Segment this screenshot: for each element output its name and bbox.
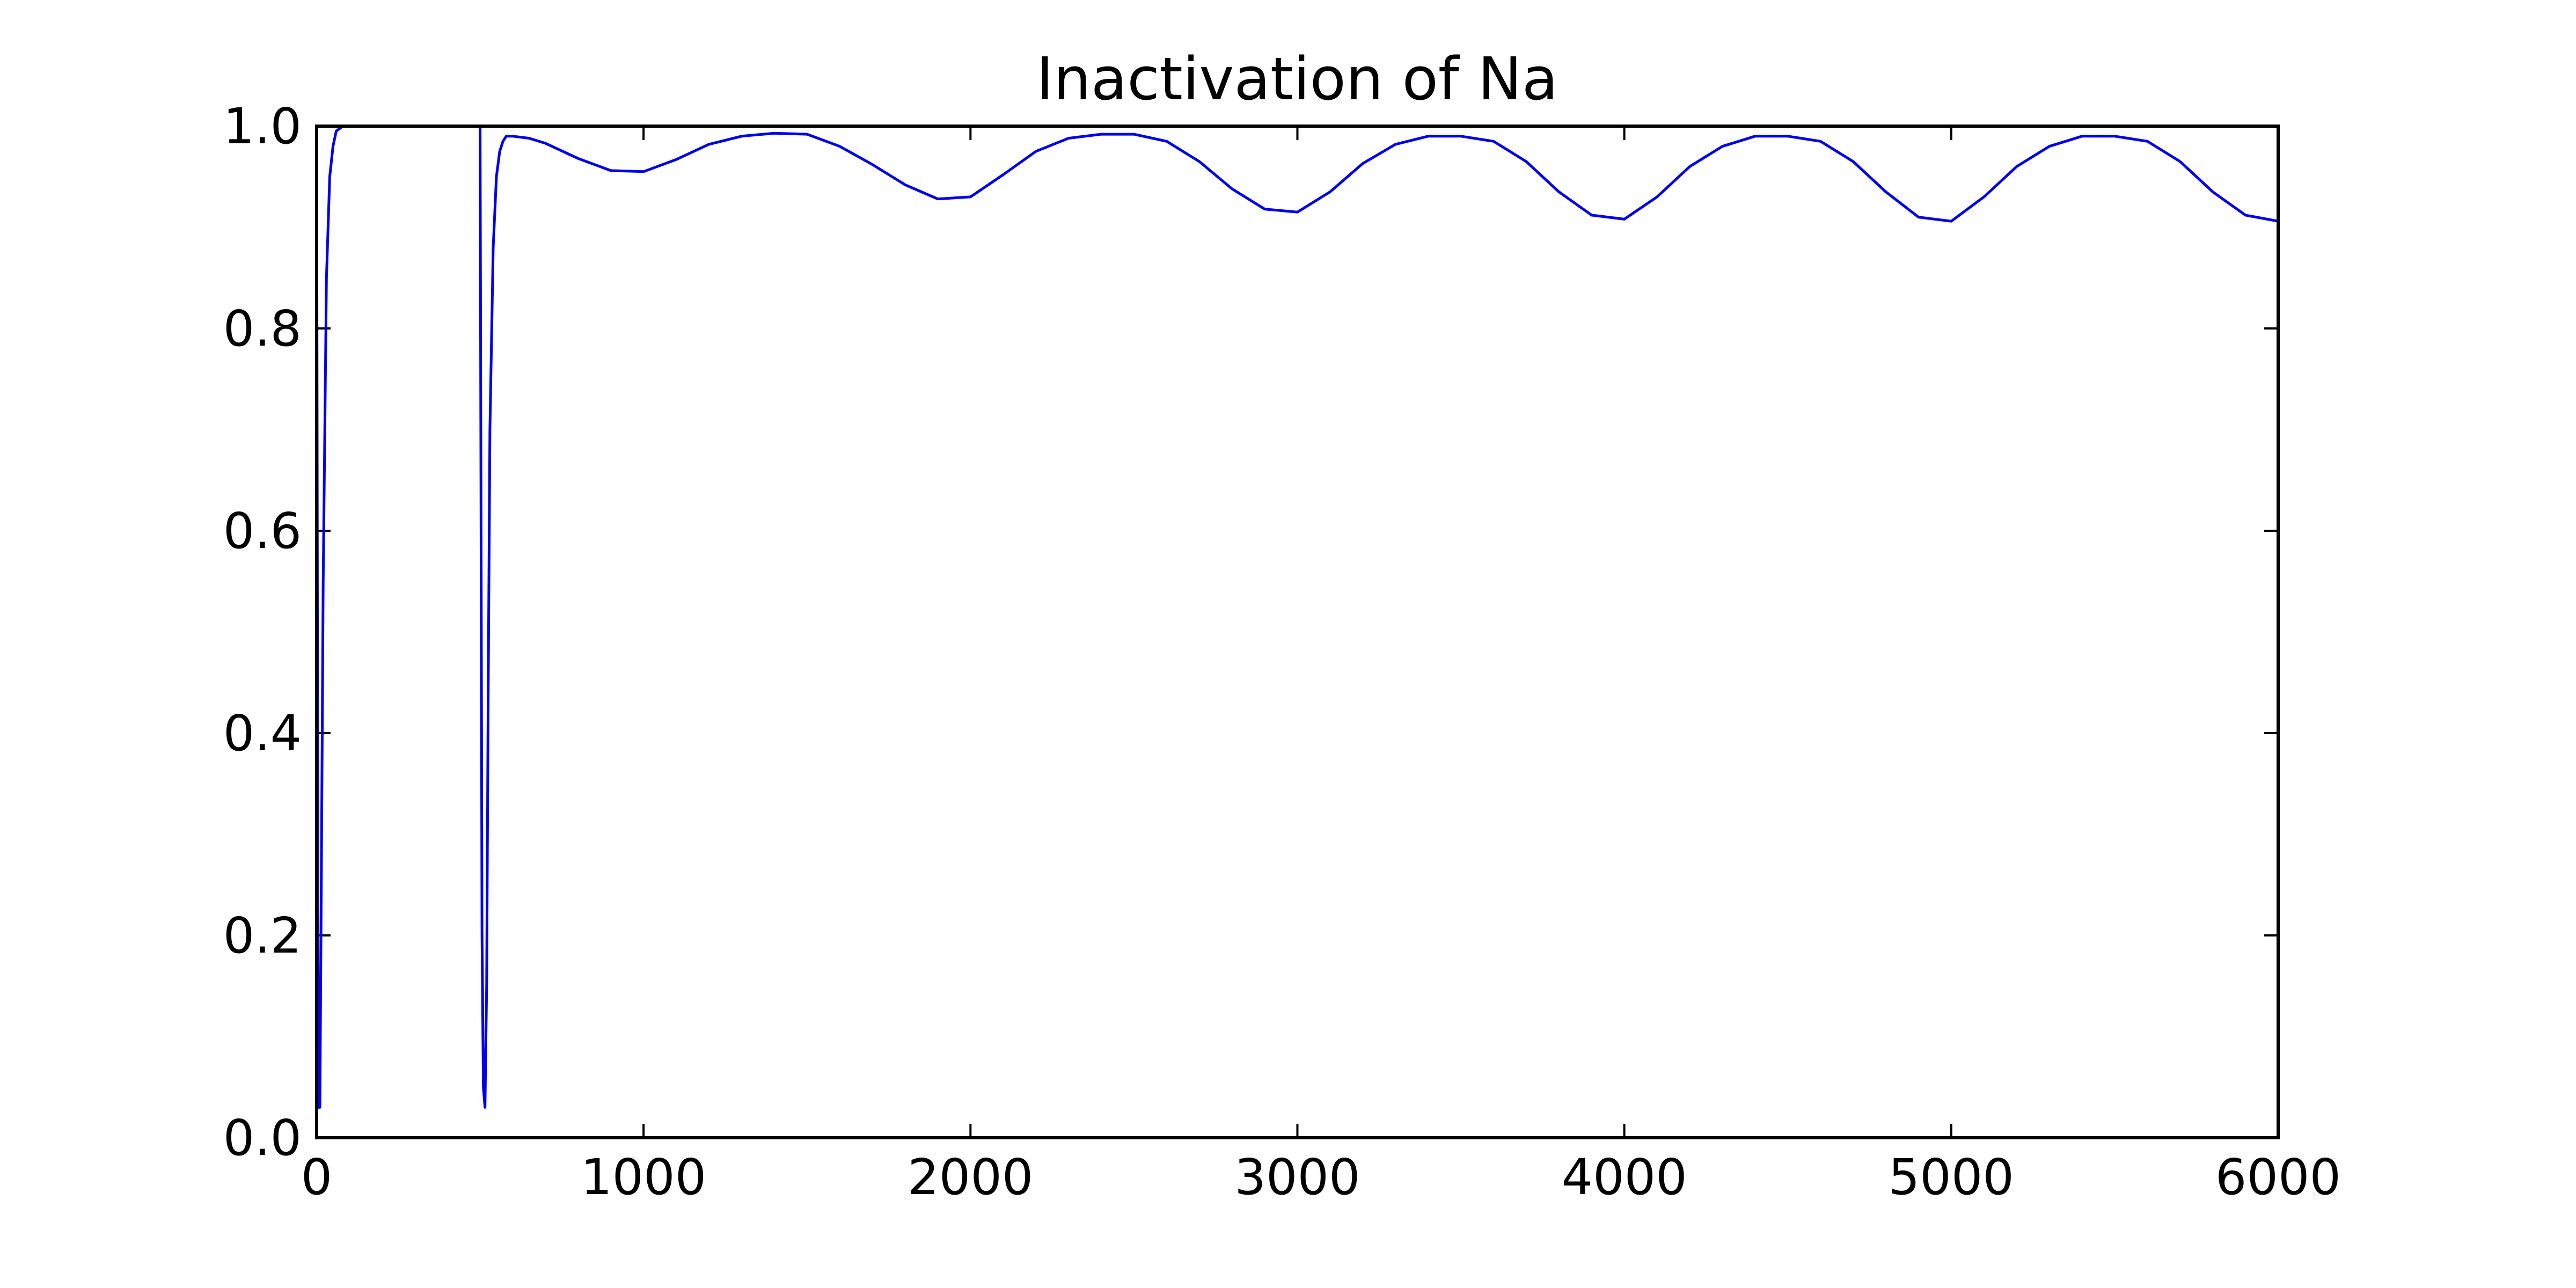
ticks-layer: 0 1000 2000 3000 4000 5000 6000 0.0 0.2 0.4 0.6 0.8… (223, 98, 2341, 1206)
x-tick-label: 3000 (1234, 1148, 1360, 1206)
series-line (315, 125, 2280, 1109)
y-tick-label: 0.6 (223, 502, 302, 560)
y-tick-label: 0.8 (223, 300, 302, 357)
chart-title: Inactivation of Na (1036, 45, 1558, 113)
x-tick-label: 6000 (2215, 1148, 2341, 1206)
x-tick-label: 4000 (1562, 1148, 1687, 1206)
y-tick-label: 1.0 (223, 98, 302, 155)
x-tick-label: 1000 (581, 1148, 706, 1206)
y-tick-label: 0.0 (223, 1109, 302, 1167)
y-tick-label: 0.4 (223, 705, 302, 762)
x-tick-label: 2000 (908, 1148, 1033, 1206)
x-tick-label: 0 (301, 1148, 333, 1206)
plot-frame (315, 125, 2280, 1139)
x-tick-label: 5000 (1889, 1148, 2014, 1206)
y-tick-label: 0.2 (223, 907, 302, 964)
